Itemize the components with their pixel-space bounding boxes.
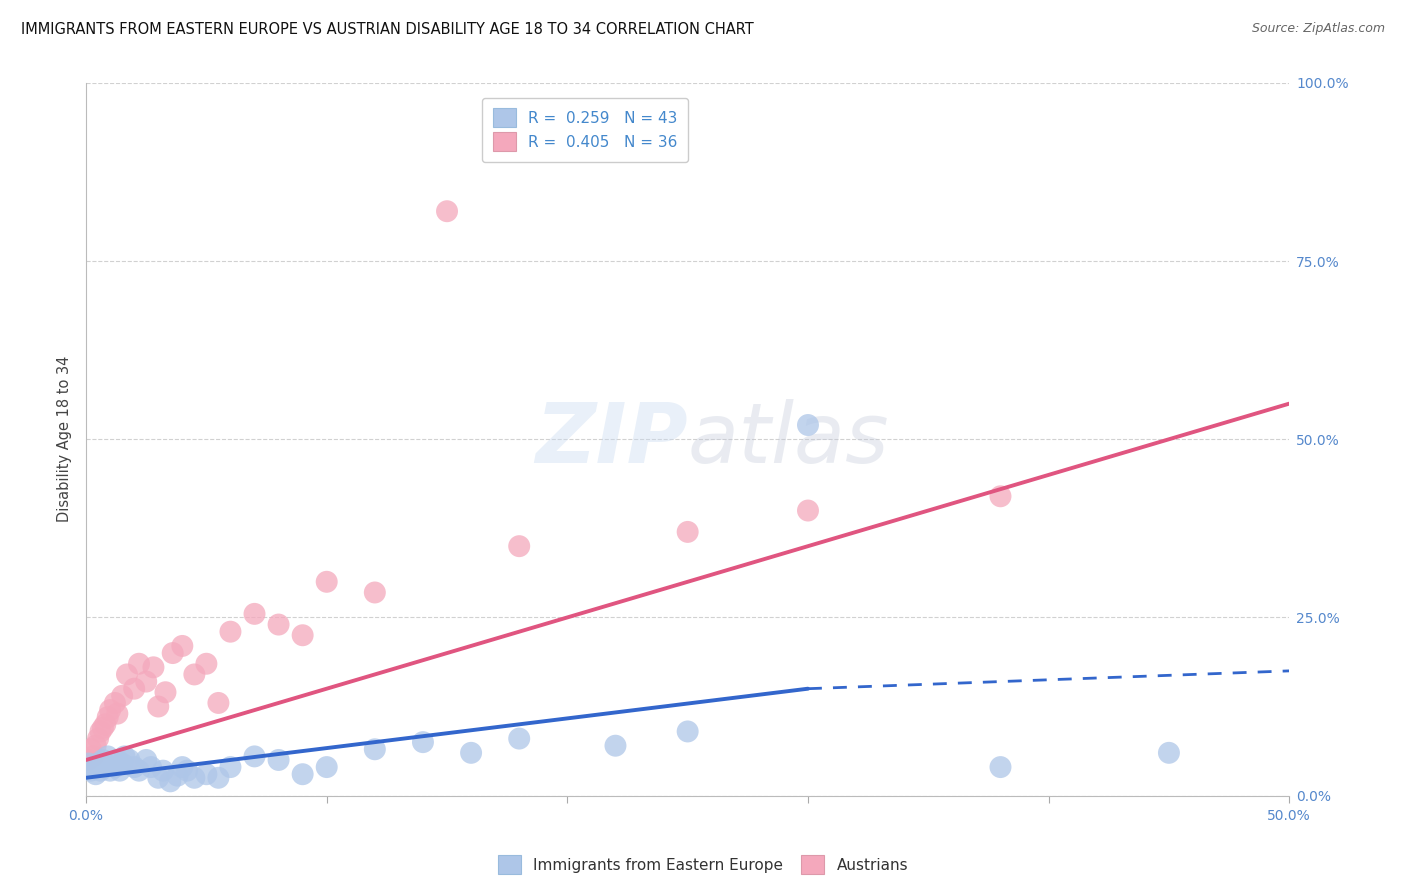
Point	[98, 703, 121, 717]
Point	[122, 681, 145, 696]
Point	[797, 417, 820, 432]
Point	[91, 753, 114, 767]
Point	[219, 760, 242, 774]
Point	[114, 749, 136, 764]
Point	[111, 756, 134, 771]
Point	[104, 696, 127, 710]
Point	[89, 724, 111, 739]
Point	[183, 667, 205, 681]
Point	[94, 717, 117, 731]
Point	[89, 764, 111, 778]
Point	[166, 769, 188, 783]
Point	[990, 760, 1012, 774]
Point	[152, 764, 174, 778]
Point	[172, 639, 194, 653]
Point	[207, 771, 229, 785]
Point	[82, 760, 104, 774]
Point	[364, 742, 387, 756]
Legend: R =  0.259   N = 43, R =  0.405   N = 36: R = 0.259 N = 43, R = 0.405 N = 36	[482, 98, 689, 161]
Point	[87, 731, 110, 746]
Point	[97, 710, 120, 724]
Point	[990, 489, 1012, 503]
Point	[162, 646, 184, 660]
Point	[243, 749, 266, 764]
Point	[128, 764, 150, 778]
Point	[80, 742, 103, 756]
Point	[142, 660, 165, 674]
Point	[195, 767, 218, 781]
Point	[122, 760, 145, 774]
Text: atlas: atlas	[688, 399, 889, 480]
Point	[135, 753, 157, 767]
Point	[82, 749, 104, 764]
Point	[1157, 746, 1180, 760]
Point	[605, 739, 627, 753]
Point	[183, 771, 205, 785]
Point	[80, 764, 103, 778]
Y-axis label: Disability Age 18 to 34: Disability Age 18 to 34	[58, 356, 72, 523]
Point	[364, 585, 387, 599]
Point	[159, 774, 181, 789]
Point	[105, 706, 128, 721]
Point	[105, 753, 128, 767]
Point	[111, 689, 134, 703]
Point	[508, 731, 530, 746]
Point	[115, 667, 138, 681]
Point	[412, 735, 434, 749]
Point	[155, 685, 177, 699]
Point	[315, 760, 337, 774]
Text: ZIP: ZIP	[536, 399, 688, 480]
Point	[267, 753, 290, 767]
Text: IMMIGRANTS FROM EASTERN EUROPE VS AUSTRIAN DISABILITY AGE 18 TO 34 CORRELATION C: IMMIGRANTS FROM EASTERN EUROPE VS AUSTRI…	[21, 22, 754, 37]
Point	[135, 674, 157, 689]
Point	[172, 760, 194, 774]
Point	[676, 524, 699, 539]
Point	[94, 760, 117, 774]
Point	[291, 628, 314, 642]
Point	[195, 657, 218, 671]
Point	[207, 696, 229, 710]
Point	[104, 760, 127, 774]
Point	[219, 624, 242, 639]
Point	[84, 767, 107, 781]
Point	[460, 746, 482, 760]
Point	[97, 749, 120, 764]
Point	[797, 503, 820, 517]
Point	[118, 753, 141, 767]
Point	[77, 753, 100, 767]
Point	[87, 756, 110, 771]
Point	[98, 764, 121, 778]
Point	[291, 767, 314, 781]
Point	[128, 657, 150, 671]
Point	[108, 764, 131, 778]
Text: Source: ZipAtlas.com: Source: ZipAtlas.com	[1251, 22, 1385, 36]
Point	[84, 739, 107, 753]
Point	[148, 699, 170, 714]
Legend: Immigrants from Eastern Europe, Austrians: Immigrants from Eastern Europe, Austrian…	[492, 849, 914, 880]
Point	[267, 617, 290, 632]
Point	[148, 771, 170, 785]
Point	[436, 204, 458, 219]
Point	[139, 760, 162, 774]
Point	[176, 764, 198, 778]
Point	[508, 539, 530, 553]
Point	[315, 574, 337, 589]
Point	[676, 724, 699, 739]
Point	[77, 756, 100, 771]
Point	[243, 607, 266, 621]
Point	[91, 721, 114, 735]
